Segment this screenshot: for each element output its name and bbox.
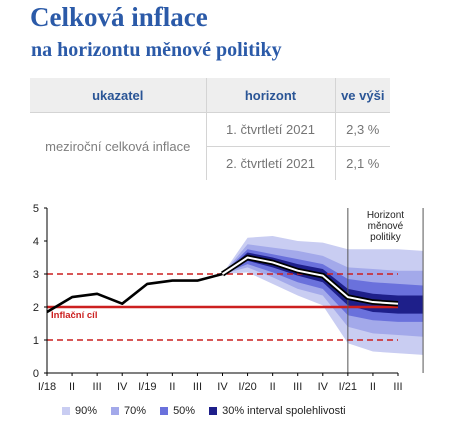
x-tick-label: III (293, 381, 302, 393)
column-header-value: ve výši (335, 78, 390, 113)
legend-swatch-70 (111, 407, 120, 415)
value-cell: 2,1 % (335, 146, 390, 180)
x-tick-label: II (270, 381, 276, 393)
x-tick-label: III (93, 381, 102, 393)
actual-inflation-line (46, 272, 223, 314)
legend-item-90: 90% (62, 405, 97, 417)
column-header-indicator: ukazatel (30, 78, 207, 113)
x-tick-label: I/18 (38, 381, 56, 393)
legend-label-30: 30% interval spolehlivosti (222, 405, 346, 417)
y-tick-label: 1 (33, 335, 39, 347)
legend-item-70: 70% (111, 405, 146, 417)
x-tick-label: I/20 (238, 381, 256, 393)
x-tick-label: IV (117, 381, 128, 393)
page-title: Celková inflace (30, 2, 208, 32)
y-tick-label: 4 (33, 236, 39, 248)
column-header-horizon: horizont (206, 78, 336, 113)
x-tick-label: III (393, 381, 402, 393)
legend-label-70: 70% (124, 405, 147, 417)
x-tick-label: IV (217, 381, 228, 393)
horizon-label-line: Horizont (367, 210, 404, 221)
target-label: Inflační cíl (51, 310, 97, 321)
y-tick-label: 0 (33, 368, 39, 380)
value-cell: 2,3 % (335, 112, 390, 147)
y-tick-label: 5 (33, 203, 39, 215)
indicator-cell: meziroční celková inflace (30, 112, 207, 180)
legend-swatch-50 (160, 407, 169, 415)
x-tick-label: I/19 (138, 381, 156, 393)
x-tick-label: II (69, 381, 75, 393)
indicator-table: ukazatel horizont ve výši meziroční celk… (30, 78, 390, 180)
x-tick-label: II (370, 381, 376, 393)
x-tick-label: I/21 (339, 381, 357, 393)
fan-band-30 (222, 252, 424, 314)
table-row: 2. čtvrtletí 2021 2,1 % (30, 146, 390, 180)
x-tick-label: III (193, 381, 202, 393)
horizon-label-line: měnové (368, 221, 404, 232)
legend-item-50: 50% (160, 405, 195, 417)
table-row: meziroční celková inflace 1. čtvrtletí 2… (30, 112, 390, 180)
horizon-cell: 2. čtvrtletí 2021 (206, 146, 336, 180)
page-subtitle: na horizontu měnové politiky (31, 39, 282, 61)
legend-label-90: 90% (75, 405, 98, 417)
chart-legend: 90% 70% 50% 30% interval spolehlivosti (62, 405, 360, 417)
x-tick-label: IV (318, 381, 329, 393)
y-tick-label: 2 (33, 302, 39, 314)
forecast-line-center (221, 256, 399, 305)
y-tick-label: 3 (33, 269, 39, 281)
legend-label-50: 50% (173, 405, 196, 417)
table-header-row: ukazatel horizont ve výši (30, 78, 390, 113)
horizon-label-line: politiky (370, 232, 401, 243)
legend-swatch-90 (62, 407, 70, 415)
x-tick-label: II (169, 381, 175, 393)
horizon-cell: 1. čtvrtletí 2021 (206, 112, 336, 147)
legend-swatch-30 (209, 407, 218, 415)
legend-item-30: 30% interval spolehlivosti (209, 405, 346, 417)
